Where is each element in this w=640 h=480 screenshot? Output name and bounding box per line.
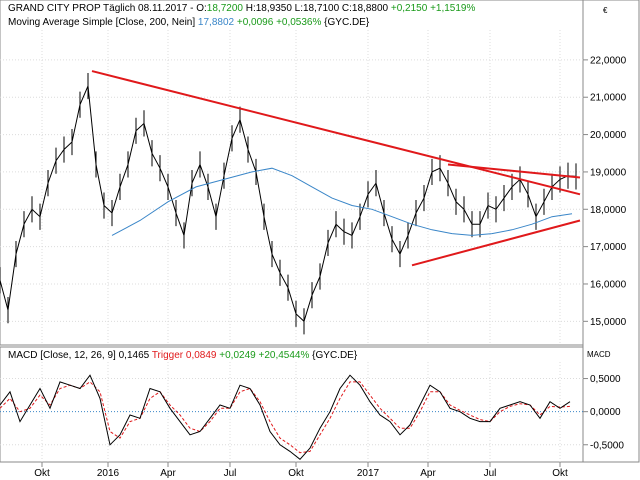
y-tick-label: 20,0000 — [590, 130, 627, 141]
x-tick-label: Jul — [484, 468, 497, 479]
x-tick-label: Jul — [224, 468, 237, 479]
y-tick-labels: 15,0000 16,0000 17,0000 18,0000 19,0000 20,00… — [583, 55, 627, 451]
trendline — [411, 219, 581, 267]
price-series — [0, 70, 581, 335]
y-tick-label: -0,5000 — [590, 440, 624, 451]
y-tick-label: 16,0000 — [590, 279, 627, 290]
moving-average-line — [111, 167, 573, 236]
price-header: GRAND CITY PROP Täglich 08.11.2017 - O:1… — [8, 3, 475, 14]
y-tick-label: 17,0000 — [590, 242, 627, 253]
x-tick-label: Okt — [34, 468, 50, 479]
x-tick-label: Okt — [552, 468, 568, 479]
macd-header: MACD [Close, 12, 26, 9] 0,1465 Trigger 0… — [8, 350, 358, 361]
axis-panel-border — [582, 0, 640, 463]
y-tick-label: 0,5000 — [590, 374, 621, 385]
y-tick-label: 22,0000 — [590, 55, 627, 66]
y-tick-label: 19,0000 — [590, 167, 627, 178]
macd-line — [0, 374, 571, 460]
trendline — [91, 70, 581, 196]
ma-header: Moving Average Simple [Close, 200, Nein]… — [8, 17, 370, 28]
y-tick-label: 0,0000 — [590, 407, 621, 418]
macd-series — [0, 374, 571, 460]
macd-axis-label: MACD — [587, 350, 611, 359]
price-grid — [0, 30, 583, 345]
currency-label: € — [603, 6, 608, 15]
x-tick-label: 2016 — [97, 468, 120, 479]
trigger-line — [0, 381, 571, 454]
x-tick-labels: Okt 2016 Apr Jul Okt 2017 Apr Jul Okt — [34, 462, 568, 479]
y-tick-label: 15,0000 — [590, 317, 627, 328]
x-tick-label: Apr — [420, 468, 436, 479]
x-tick-label: Okt — [288, 468, 304, 479]
y-tick-label: 18,0000 — [590, 205, 627, 216]
x-tick-label: Apr — [160, 468, 176, 479]
macd-grid — [0, 362, 583, 462]
trendline — [447, 163, 581, 179]
x-tick-label: 2017 — [357, 468, 380, 479]
y-tick-label: 21,0000 — [590, 93, 627, 104]
